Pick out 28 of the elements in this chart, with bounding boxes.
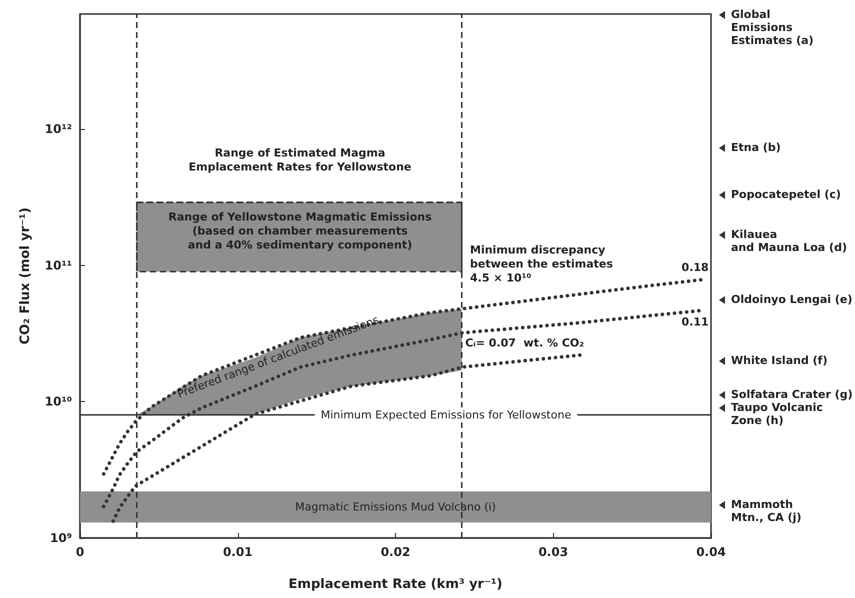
y-axis-title: CO₂ Flux (mol yr⁻¹) [18, 207, 33, 345]
x-tick-label: 0.01 [222, 545, 253, 559]
y-tick-label: 10¹² [44, 122, 72, 136]
text: Popocatepetel (c) [731, 188, 841, 201]
text: Taupo Volcanic Zone (h) [731, 401, 823, 427]
text: Kilauea and Mauna Loa (d) [731, 228, 847, 254]
y-tick-label: 10¹⁰ [44, 394, 72, 409]
x-tick-label: 0.02 [380, 545, 410, 559]
text: Oldoinyo Lengai (e) [731, 293, 852, 306]
x-axis-title: Emplacement Rate (km³ yr⁻¹) [288, 577, 502, 592]
text: White Island (f) [731, 354, 828, 367]
text: Solfatara Crater (g) [731, 388, 853, 401]
ref-line-label: Minimum Expected Emissions for Yellowstone [320, 408, 572, 422]
series-label: Cᵢ= 0.07 wt. % CO₂ [465, 336, 584, 350]
x-tick-label: 0 [76, 545, 84, 559]
y-tick-label: 10¹¹ [44, 258, 72, 272]
annotation: Minimum discrepancy between the estimates 4.5 × 10¹⁰ [470, 244, 614, 284]
y-tick-label: 10⁹ [50, 531, 72, 545]
text: Etna (b) [731, 141, 781, 154]
annotation: Range of Yellowstone Magmatic Emissions (based on chamber measurements and a 40% sedimentary component) [168, 210, 432, 252]
text: Global Emissions Estimates (a) [731, 8, 814, 47]
series-label: 0.18 [682, 260, 709, 274]
band-label: Magmatic Emissions Mud Volcano (i) [295, 500, 496, 514]
text: Mammoth Mtn., CA (j) [731, 498, 802, 524]
series-label: 0.11 [682, 316, 709, 329]
x-tick-label: 0.04 [696, 545, 726, 559]
annotation: Range of Estimated Magma Emplacement Rates for Yellowstone [188, 146, 412, 174]
x-tick-label: 0.03 [538, 545, 568, 559]
